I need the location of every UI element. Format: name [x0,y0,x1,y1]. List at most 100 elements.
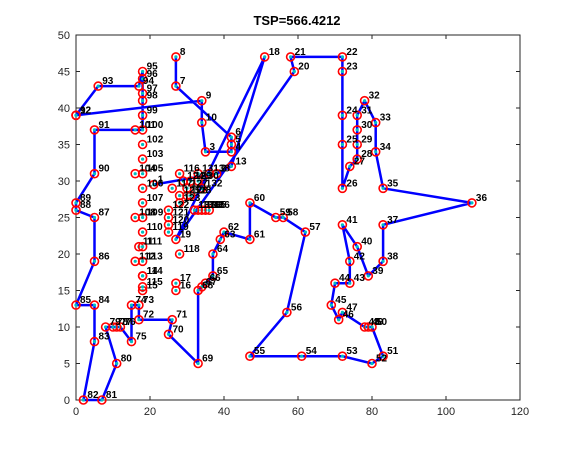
city-marker [193,285,203,296]
city-marker [352,110,363,121]
city-marker-core [196,179,200,183]
city-marker-core [170,186,174,190]
city-label: 66 [210,273,222,284]
city-label: 43 [354,273,366,284]
city-label: 87 [99,208,111,219]
city-label: 40 [361,237,373,248]
city-marker-core [129,303,134,307]
city-marker-core [141,274,145,278]
city-marker [289,66,300,77]
city-marker [137,154,148,164]
city-marker [137,282,148,292]
city-marker-core [92,340,97,344]
city-label: 80 [121,354,133,365]
city-label: 37 [387,215,399,226]
city-marker-core [192,208,196,212]
city-label: 5 [235,135,241,146]
axes-box [75,34,521,401]
city-label: 105 [147,164,164,175]
city-marker-core [185,186,189,190]
city-marker-core [248,354,252,358]
city-label: 59 [280,208,292,219]
city-marker [467,198,477,208]
y-tick-label: 50 [58,30,70,42]
city-label: 121 [173,208,190,219]
city-label: 64 [217,244,229,255]
city-marker [367,358,377,369]
city-label: 82 [87,390,99,401]
city-label: 136 [213,200,230,211]
city-label: 35 [387,178,399,189]
city-label: 72 [143,310,155,321]
city-marker [174,249,185,259]
city-label: 30 [361,120,373,131]
y-tick-label: 40 [58,103,70,115]
city-label: 24 [346,105,358,116]
city-marker [337,307,348,318]
city-marker-core [196,361,200,366]
city-label: 38 [387,251,399,262]
city-label: 22 [346,47,358,58]
city-label: 128 [195,186,212,197]
city-label: 47 [346,302,358,313]
city-label: 89 [80,193,92,204]
city-marker [137,74,148,84]
y-tick-label: 5 [64,359,70,371]
city-label: 73 [143,295,155,306]
city-marker-core [137,318,141,322]
city-marker [367,322,377,332]
city-marker [378,351,388,362]
city-marker-core [340,142,344,147]
city-label: 135 [210,200,227,211]
city-label: 31 [361,105,373,116]
city-marker [137,212,148,223]
city-marker-core [300,354,304,358]
city-marker-core [263,55,267,59]
city-marker-core [355,128,359,132]
city-label: 27 [354,156,366,167]
city-marker [352,139,363,150]
city-marker [137,139,148,150]
city-marker [326,300,337,310]
city-marker-core [178,194,182,198]
city-marker [363,271,374,281]
city-marker [197,183,207,194]
city-marker [337,52,348,62]
city-label: 18 [269,47,281,58]
city-label: 62 [228,222,240,233]
city-label: 71 [176,310,188,321]
city-label: 25 [346,135,358,146]
city-label: 69 [202,354,214,365]
city-label: 85 [80,295,92,306]
city-marker [137,198,148,208]
city-label: 75 [136,332,148,343]
city-label: 129 [195,171,212,182]
city-marker-core [141,142,145,147]
city-marker-core [348,281,352,285]
city-label: 91 [99,120,111,131]
city-marker-core [152,183,156,187]
city-label: 12 [80,105,92,116]
city-label: 95 [147,62,159,73]
city-marker [167,183,177,194]
city-label: 3 [210,142,216,153]
city-marker [370,117,381,128]
city-label: 79 [110,317,122,328]
city-marker [134,314,144,325]
city-marker [226,132,237,142]
y-tick-label: 25 [58,213,70,225]
city-marker-core [348,259,352,263]
city-label: 109 [147,208,164,219]
city-marker [200,147,211,157]
city-marker-core [374,150,378,154]
city-marker-core [200,99,204,103]
city-label: 53 [346,346,358,357]
city-marker [193,168,203,179]
city-marker-core [141,186,145,190]
city-marker-core [340,55,344,59]
city-label: 63 [224,229,236,240]
city-label: 33 [380,113,392,124]
